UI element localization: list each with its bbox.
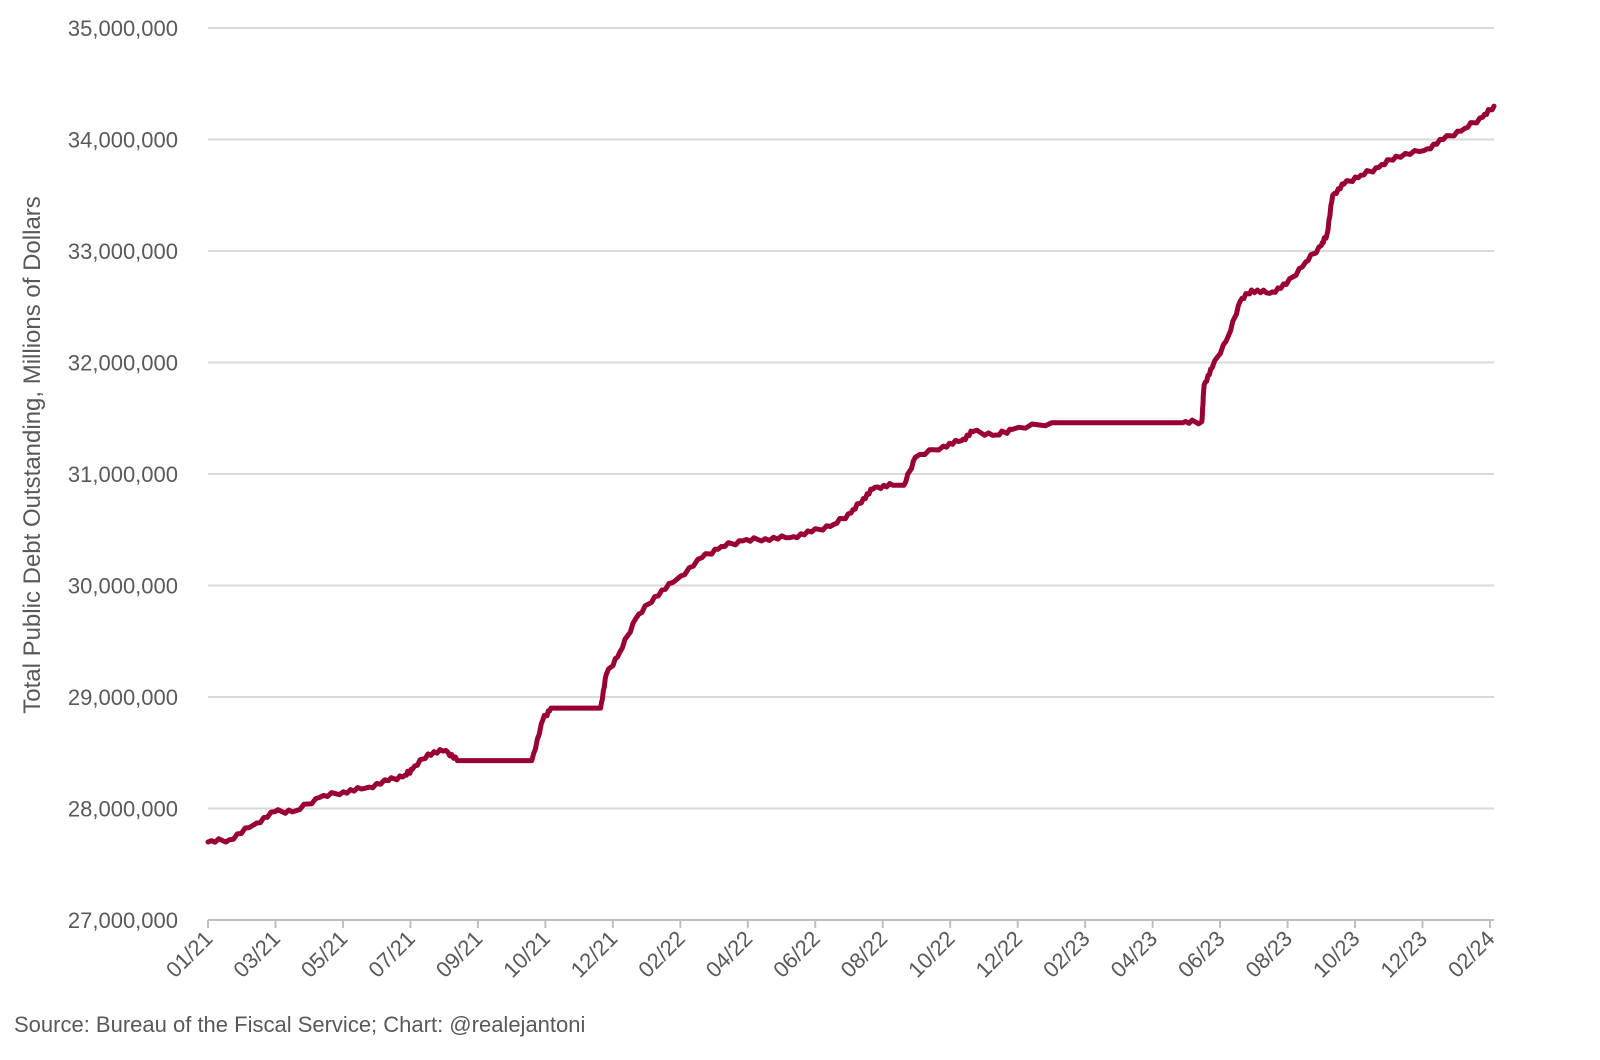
x-tick-label: 01/21 bbox=[161, 926, 218, 983]
x-tick-label: 02/22 bbox=[633, 926, 690, 983]
x-tick-label: 10/21 bbox=[498, 926, 555, 983]
x-tick-label: 02/23 bbox=[1038, 926, 1095, 983]
y-tick-label: 30,000,000 bbox=[68, 574, 178, 599]
x-tick-label: 12/21 bbox=[566, 926, 623, 983]
gridlines bbox=[208, 27, 1494, 810]
x-tick-label: 10/23 bbox=[1308, 926, 1365, 983]
x-tick-label: 12/23 bbox=[1375, 926, 1432, 983]
y-tick-label: 27,000,000 bbox=[68, 908, 178, 933]
x-tick-label: 04/23 bbox=[1106, 926, 1163, 983]
y-tick-label: 29,000,000 bbox=[68, 685, 178, 710]
y-tick-label: 31,000,000 bbox=[68, 462, 178, 487]
x-tick-label: 02/24 bbox=[1443, 926, 1500, 983]
y-axis-tick-labels: 27,000,000 28,000,000 29,000,000 30,000,000… bbox=[68, 16, 178, 933]
x-tick-label: 05/21 bbox=[296, 926, 353, 983]
x-axis-tick-labels: 01/21 03/21 05/21 07/21 09/21 10/21 12/21 02/22… bbox=[161, 926, 1500, 983]
y-tick-label: 28,000,000 bbox=[68, 797, 178, 822]
x-tick-label: 08/23 bbox=[1241, 926, 1298, 983]
x-tick-label: 06/22 bbox=[768, 926, 825, 983]
x-tick-label: 09/21 bbox=[431, 926, 488, 983]
x-axis bbox=[207, 919, 1494, 928]
x-tick-label: 04/22 bbox=[701, 926, 758, 983]
x-tick-label: 03/21 bbox=[228, 926, 285, 983]
y-tick-label: 35,000,000 bbox=[68, 16, 178, 41]
source-note: Source: Bureau of the Fiscal Service; Ch… bbox=[14, 1012, 586, 1037]
x-tick-label: 06/23 bbox=[1173, 926, 1230, 983]
x-tick-label: 12/22 bbox=[971, 926, 1028, 983]
series-group bbox=[205, 103, 1497, 845]
y-tick-label: 32,000,000 bbox=[68, 351, 178, 376]
y-tick-label: 33,000,000 bbox=[68, 239, 178, 264]
x-tick-label: 08/22 bbox=[836, 926, 893, 983]
x-tick-label: 07/21 bbox=[363, 926, 420, 983]
y-tick-label: 34,000,000 bbox=[68, 128, 178, 153]
series-line bbox=[205, 103, 1497, 845]
y-axis-title: Total Public Debt Outstanding, Millions … bbox=[19, 196, 46, 714]
x-tick-label: 10/22 bbox=[903, 926, 960, 983]
